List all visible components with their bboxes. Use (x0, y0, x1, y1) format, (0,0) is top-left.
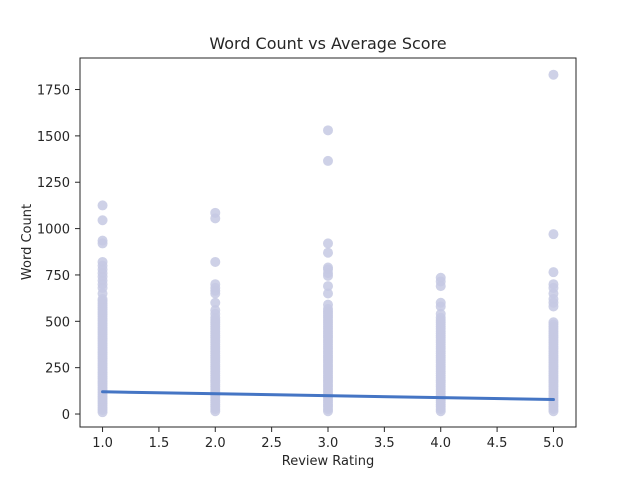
y-tick-label: 1250 (37, 176, 70, 191)
x-axis: 1.0 1.5 2.0 2.5 3.0 3.5 4.0 4.5 5.0 (92, 427, 564, 451)
data-point (97, 200, 108, 211)
y-tick-label: 1000 (37, 223, 70, 238)
x-tick-label: 1.5 (149, 436, 170, 451)
data-point (210, 288, 221, 299)
data-point (323, 247, 333, 258)
y-tick-label: 250 (45, 362, 70, 377)
data-point (97, 215, 108, 226)
data-point (97, 238, 108, 249)
y-axis-label: Word Count (20, 204, 35, 280)
y-tick-label: 500 (45, 315, 70, 330)
y-tick-label: 1750 (37, 84, 70, 99)
data-point (210, 308, 221, 319)
x-tick-label: 1.0 (92, 436, 113, 451)
x-tick-label: 2.5 (261, 436, 282, 451)
data-point (210, 256, 221, 267)
regression-line-layer (101, 390, 555, 402)
y-axis: 0 250 500 750 1000 1250 1500 1750 (37, 84, 80, 423)
data-point (323, 238, 333, 249)
data-point (323, 288, 333, 299)
data-point (435, 281, 446, 292)
y-tick-label: 750 (45, 269, 70, 284)
chart-title: Word Count vs Average Score (209, 34, 446, 53)
data-point (548, 267, 559, 278)
data-point (210, 213, 221, 224)
x-tick-label: 2.0 (205, 436, 226, 451)
data-point (323, 299, 333, 310)
data-point (97, 294, 108, 305)
x-tick-label: 3.0 (318, 436, 339, 451)
x-axis-label: Review Rating (282, 454, 374, 469)
x-tick-label: 5.0 (543, 436, 564, 451)
data-point (548, 301, 559, 312)
data-point (435, 308, 446, 319)
data-point (210, 297, 221, 308)
x-tick-label: 3.5 (374, 436, 395, 451)
data-point (323, 125, 333, 136)
points-layer (97, 69, 559, 418)
data-point (435, 301, 446, 312)
regression-line (101, 390, 555, 402)
data-point (323, 281, 333, 292)
data-point (548, 317, 559, 328)
data-point (548, 69, 559, 80)
y-tick-label: 0 (62, 408, 70, 423)
data-point (323, 155, 333, 166)
y-tick-label: 1500 (37, 130, 70, 145)
data-point (548, 229, 559, 240)
data-point (323, 270, 333, 281)
x-tick-label: 4.5 (487, 436, 508, 451)
x-tick-label: 4.0 (430, 436, 451, 451)
